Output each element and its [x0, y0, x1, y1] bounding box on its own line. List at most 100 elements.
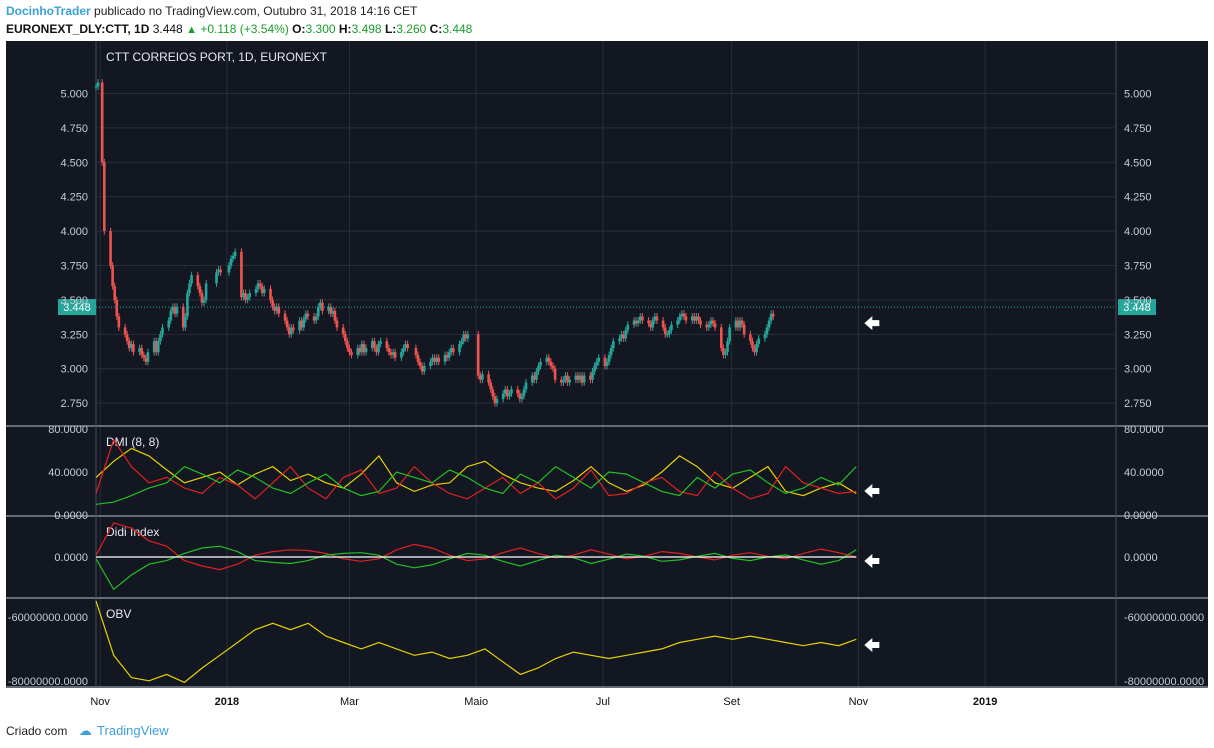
y-tick-label-right: 4.500	[1124, 157, 1152, 169]
candle-body	[597, 357, 601, 362]
y-tick-label-right: 0.0000	[1124, 510, 1158, 522]
candle-body	[624, 330, 628, 339]
candle-body	[447, 352, 451, 358]
candle-body	[493, 396, 497, 404]
candle-body	[695, 316, 698, 321]
candle-body	[738, 320, 742, 328]
candle-body	[753, 348, 756, 353]
x-tick-label: Nov	[90, 696, 110, 708]
y-tick-label-right: 80.0000	[1124, 424, 1164, 436]
candle-body	[510, 389, 513, 394]
y-tick-label-left: 2.750	[60, 398, 88, 410]
candle-body	[285, 320, 289, 328]
panel-title: Didi Index	[106, 525, 159, 539]
arrow-left-icon	[864, 554, 880, 568]
candle-body	[697, 316, 700, 321]
candle-body	[94, 86, 98, 88]
candle-body	[420, 365, 424, 372]
candle-body	[246, 297, 249, 300]
candle-body	[765, 327, 769, 335]
high-value: 3.498	[351, 22, 382, 36]
last-price-badge-right	[1118, 299, 1156, 316]
candle-body	[728, 327, 731, 342]
last-price-badge-left	[58, 299, 96, 316]
candle-body	[331, 310, 335, 314]
indicator-series-line	[95, 600, 857, 684]
tradingview-link[interactable]: TradingView	[97, 723, 169, 738]
y-tick-label-right: 0.0000	[1124, 552, 1158, 564]
candle-body	[217, 269, 220, 273]
candle-body	[684, 316, 688, 321]
y-tick-label-left: 3.500	[60, 295, 88, 307]
y-tick-label-right: 5.000	[1124, 89, 1152, 101]
candle-body	[404, 343, 407, 349]
candle-body	[130, 343, 133, 349]
candle-body	[229, 258, 233, 266]
y-tick-label-left: 4.500	[60, 157, 88, 169]
candle-body	[551, 365, 555, 369]
y-tick-label-left: 0.0000	[54, 552, 88, 564]
candle-body	[553, 368, 557, 380]
tradingview-logo-icon[interactable]: ☁	[78, 723, 92, 738]
candle-body	[576, 375, 580, 380]
author-link[interactable]: DocinhoTrader	[6, 4, 91, 18]
candle-body	[254, 288, 258, 294]
candle-body	[651, 320, 655, 328]
candle-body	[321, 302, 324, 311]
candle-body	[358, 348, 362, 353]
candle-body	[655, 316, 659, 321]
candle-body	[568, 379, 571, 383]
candle-body	[142, 354, 146, 358]
y-tick-label-right: 4.750	[1124, 123, 1152, 135]
candle-body	[370, 341, 374, 349]
chart-canvas[interactable]: CTT CORREIOS PORT, 1D, EURONEXT DMI (8, 8…	[6, 41, 1208, 712]
candle-body	[283, 313, 287, 321]
candle-body	[767, 320, 771, 328]
candle-body	[138, 348, 141, 353]
candle-body	[146, 352, 150, 362]
candle-body	[287, 327, 291, 335]
candle-body	[653, 316, 657, 321]
candle-body	[539, 361, 542, 366]
candle-body	[314, 316, 318, 321]
candle-body	[341, 327, 345, 335]
candle-body	[196, 275, 200, 287]
candle-body	[362, 343, 366, 353]
candle-body	[560, 379, 563, 383]
high-label: H:	[338, 22, 352, 36]
y-tick-label-left: 0.0000	[54, 510, 88, 522]
candle-body	[632, 320, 636, 325]
candle-body	[736, 320, 740, 328]
candle-body	[242, 293, 245, 298]
candle-body	[618, 338, 621, 342]
arrows	[864, 316, 880, 652]
candle-body	[416, 354, 420, 362]
candle-body	[636, 320, 640, 324]
candle-body	[144, 357, 148, 362]
candle-body	[233, 251, 237, 256]
candle-body	[665, 334, 669, 336]
candle-body	[435, 357, 438, 362]
candle-body	[393, 352, 397, 358]
candle-body	[479, 375, 482, 380]
candle-body	[219, 269, 222, 273]
candle-body	[638, 316, 642, 321]
candle-body	[520, 396, 524, 399]
candle-body	[711, 320, 715, 324]
candle-body	[462, 334, 465, 342]
candle-body	[269, 288, 272, 300]
grid-lines	[6, 41, 1208, 688]
candle-body	[503, 389, 507, 394]
candle-body	[96, 82, 100, 87]
candle-body	[400, 352, 403, 358]
candle-body	[533, 375, 536, 380]
close-label: C:	[429, 22, 443, 36]
candle-body	[113, 286, 116, 300]
candle-body	[277, 306, 281, 314]
candle-body	[125, 334, 129, 342]
candle-body	[103, 162, 106, 232]
up-arrow-icon: ▲	[186, 24, 197, 36]
y-tick-label-left: 3.000	[60, 364, 88, 376]
candle-body	[649, 323, 652, 328]
candle-body	[302, 319, 306, 328]
